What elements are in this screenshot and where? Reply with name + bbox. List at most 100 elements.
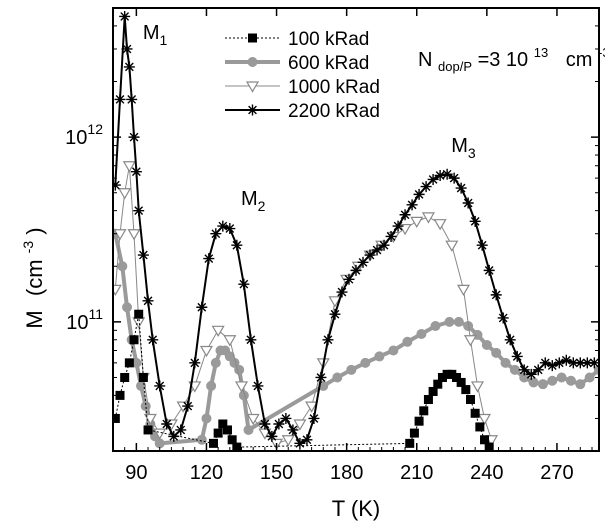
data-point-100-krad bbox=[218, 419, 228, 429]
data-point-600-krad bbox=[528, 377, 539, 388]
data-point-2200-krad bbox=[245, 334, 257, 346]
data-point-1000-krad bbox=[293, 419, 307, 431]
legend-marker bbox=[248, 33, 257, 43]
data-point-2200-krad bbox=[336, 286, 348, 298]
data-point-1000-krad bbox=[122, 161, 136, 173]
data-point-1000-krad bbox=[211, 325, 225, 338]
data-point-2200-krad bbox=[469, 215, 481, 227]
data-point-1000-krad bbox=[113, 229, 127, 241]
data-point-2200-krad bbox=[427, 173, 439, 185]
data-point-600-krad bbox=[154, 438, 165, 449]
data-point-2200-krad bbox=[357, 256, 369, 268]
data-point-100-krad bbox=[484, 442, 494, 451]
data-point-100-krad bbox=[433, 379, 443, 389]
data-point-2200-krad bbox=[406, 199, 418, 211]
x-axis-label: T (K) bbox=[332, 496, 380, 521]
data-point-2200-krad bbox=[126, 93, 138, 105]
legend-label: 600 kRad bbox=[288, 53, 369, 74]
data-point-2200-krad bbox=[114, 93, 126, 105]
data-point-2200-krad bbox=[259, 418, 271, 430]
data-point-1000-krad bbox=[223, 335, 237, 347]
legend-marker bbox=[247, 104, 258, 116]
data-point-600-krad bbox=[594, 364, 599, 375]
data-point-2200-krad bbox=[168, 430, 180, 442]
y-axis-label-main: M bbox=[22, 310, 47, 328]
data-point-1000-krad bbox=[328, 296, 342, 308]
data-point-600-krad bbox=[453, 316, 464, 327]
data-point-1000-krad bbox=[143, 413, 157, 426]
data-point-2200-krad bbox=[329, 308, 341, 320]
data-point-2200-krad bbox=[378, 239, 390, 251]
data-point-1000-krad bbox=[246, 413, 260, 426]
data-point-2200-krad bbox=[161, 418, 173, 430]
doping-unit-exp: -3 bbox=[598, 45, 605, 60]
axis-layer: 90 120 150 180 210 240 270 1011 1012 M1 M2 M3 bbox=[65, 7, 599, 484]
data-point-2200-krad bbox=[175, 424, 187, 436]
data-point-2200-krad bbox=[196, 301, 208, 313]
data-point-2200-krad bbox=[511, 350, 523, 362]
annotation-m1: M1 bbox=[143, 22, 168, 48]
data-point-600-krad bbox=[388, 345, 399, 356]
data-point-2200-krad bbox=[483, 264, 495, 276]
data-point-1000-krad bbox=[456, 284, 471, 297]
data-point-600-krad bbox=[537, 379, 548, 390]
data-point-2200-krad bbox=[113, 179, 121, 191]
x-tick-label: 90 bbox=[125, 462, 147, 484]
data-point-100-krad bbox=[437, 372, 447, 382]
data-point-2200-krad bbox=[413, 188, 425, 200]
data-point-2200-krad bbox=[273, 418, 285, 430]
data-point-1000-krad bbox=[199, 345, 214, 358]
data-point-100-krad bbox=[115, 390, 125, 400]
data-point-2200-krad bbox=[121, 43, 133, 55]
data-point-100-krad bbox=[129, 335, 139, 345]
data-point-2200-krad bbox=[142, 295, 154, 307]
doping-prefix: N bbox=[418, 49, 432, 71]
data-point-2200-krad bbox=[154, 380, 166, 392]
data-point-1000-krad bbox=[118, 188, 132, 200]
y-axis-label-unit: (cm bbox=[22, 259, 47, 296]
y-axis-label-unit-exp: -3 bbox=[20, 241, 36, 254]
data-point-2200-krad bbox=[560, 354, 572, 366]
x-tick-label: 210 bbox=[400, 462, 433, 484]
legend-label: 100 kRad bbox=[288, 29, 369, 50]
data-point-600-krad bbox=[210, 357, 221, 368]
data-point-100-krad bbox=[405, 438, 415, 448]
data-point-2200-krad bbox=[546, 360, 558, 372]
data-point-100-krad bbox=[414, 416, 424, 426]
y-axis-label: M (cm -3 ) bbox=[13, 227, 47, 328]
annotation-m3: M3 bbox=[451, 135, 476, 161]
data-point-600-krad bbox=[547, 375, 558, 386]
data-point-2200-krad bbox=[462, 197, 474, 209]
data-point-2200-krad bbox=[294, 437, 306, 449]
data-point-100-krad bbox=[456, 377, 466, 387]
data-point-1000-krad bbox=[421, 212, 435, 224]
data-point-2200-krad bbox=[308, 412, 320, 424]
data-point-2200-krad bbox=[588, 357, 599, 369]
data-point-2200-krad bbox=[532, 364, 544, 376]
data-point-100-krad bbox=[409, 428, 419, 438]
data-point-100-krad bbox=[232, 442, 242, 451]
data-point-2200-krad bbox=[490, 289, 502, 301]
data-point-2200-krad bbox=[182, 400, 194, 412]
data-point-600-krad bbox=[201, 413, 212, 424]
data-point-600-krad bbox=[117, 261, 128, 272]
data-point-600-krad bbox=[491, 347, 502, 358]
data-point-2200-krad bbox=[137, 249, 149, 261]
data-point-2200-krad bbox=[287, 424, 299, 436]
y-axis-label-unit-close: ) bbox=[22, 227, 47, 234]
data-point-2200-krad bbox=[518, 364, 530, 376]
data-point-2200-krad bbox=[420, 181, 432, 193]
data-point-600-krad bbox=[500, 357, 511, 368]
data-point-2200-krad bbox=[553, 357, 565, 369]
x-tick-label: 270 bbox=[540, 462, 573, 484]
data-point-2200-krad bbox=[441, 168, 453, 180]
data-point-2200-krad bbox=[238, 278, 250, 290]
data-point-2200-krad bbox=[343, 273, 355, 285]
data-point-100-krad bbox=[428, 386, 438, 396]
annotation-m2: M2 bbox=[241, 188, 266, 214]
data-point-600-krad bbox=[402, 336, 413, 347]
legend-entry-600-krad: 600 kRad bbox=[225, 53, 369, 74]
